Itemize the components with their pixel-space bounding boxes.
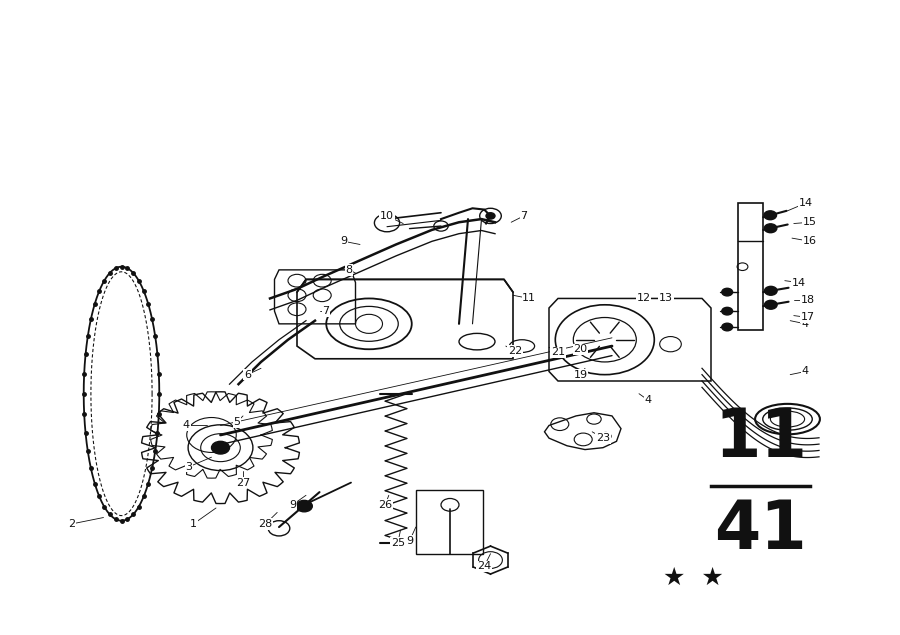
Text: 9: 9: [289, 500, 296, 510]
Circle shape: [722, 323, 733, 331]
Circle shape: [296, 500, 312, 512]
Text: ★  ★: ★ ★: [662, 566, 724, 590]
Text: 9: 9: [340, 236, 347, 246]
Text: 5: 5: [233, 417, 240, 427]
Text: 4: 4: [644, 395, 652, 405]
Text: 12: 12: [636, 293, 651, 304]
Text: 21: 21: [551, 347, 565, 358]
Text: 6: 6: [244, 370, 251, 380]
Text: 10: 10: [380, 211, 394, 221]
Text: 13: 13: [659, 293, 673, 304]
Text: 8: 8: [346, 265, 353, 275]
Text: 19: 19: [573, 370, 588, 380]
Text: 7: 7: [520, 211, 527, 221]
Text: 11: 11: [714, 405, 807, 471]
Text: 4: 4: [183, 420, 190, 431]
Circle shape: [764, 224, 777, 232]
Circle shape: [212, 441, 230, 454]
Text: 23: 23: [596, 433, 610, 443]
Text: 41: 41: [714, 497, 807, 563]
Text: 16: 16: [803, 236, 817, 246]
Text: 28: 28: [258, 519, 273, 529]
Circle shape: [722, 288, 733, 296]
Text: 17: 17: [801, 312, 815, 323]
Text: 18: 18: [801, 295, 815, 305]
Circle shape: [486, 213, 495, 219]
Text: 24: 24: [477, 561, 491, 572]
Circle shape: [764, 300, 777, 309]
Text: 3: 3: [185, 462, 193, 472]
Text: 2: 2: [68, 519, 76, 529]
Text: 7: 7: [322, 306, 329, 316]
Text: 9: 9: [406, 536, 413, 546]
Text: 4: 4: [802, 366, 809, 377]
Text: 20: 20: [573, 344, 588, 354]
Text: 26: 26: [378, 500, 392, 510]
Text: 14: 14: [798, 198, 813, 208]
Text: 27: 27: [236, 478, 250, 488]
Text: 25: 25: [391, 538, 405, 548]
Circle shape: [764, 211, 777, 220]
Text: 14: 14: [792, 277, 806, 288]
Text: 1: 1: [190, 519, 197, 529]
Text: 15: 15: [803, 217, 817, 227]
Circle shape: [764, 286, 777, 295]
Text: 11: 11: [522, 293, 536, 304]
Circle shape: [722, 307, 733, 315]
Text: 4: 4: [802, 319, 809, 329]
Text: 22: 22: [508, 346, 522, 356]
